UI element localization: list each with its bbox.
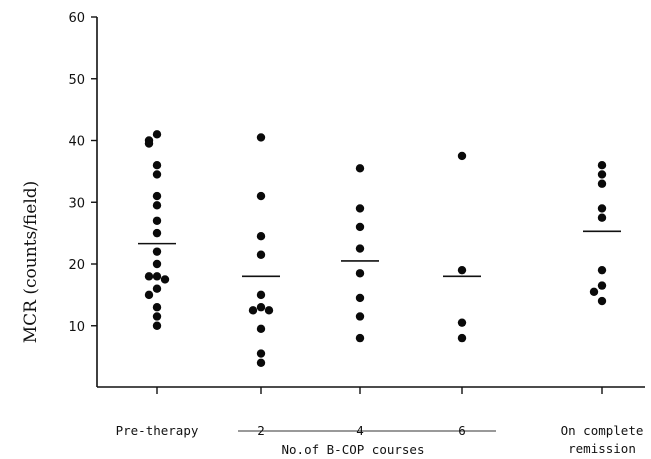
data-point: [152, 130, 162, 139]
category-label: Pre-therapy: [116, 423, 199, 438]
data-point: [597, 213, 607, 222]
data-point: [152, 303, 162, 312]
data-point: [597, 265, 607, 275]
y-tick-label: 30: [68, 196, 85, 211]
category-label-line2: remission: [568, 441, 636, 456]
data-point: [597, 170, 607, 179]
data-point: [597, 179, 607, 188]
data-point: [355, 164, 365, 173]
y-tick-label: 50: [68, 73, 85, 88]
data-point: [256, 191, 266, 201]
data-point: [457, 265, 467, 275]
data-point: [144, 139, 154, 148]
data-point: [264, 306, 274, 315]
data-point: [152, 272, 162, 281]
data-point: [597, 281, 607, 290]
data-point: [152, 201, 162, 210]
data-point: [256, 303, 266, 312]
data-point: [256, 290, 266, 300]
data-point: [597, 296, 607, 306]
x-axis-label: No.of B-COP courses: [282, 442, 425, 457]
y-tick-label: 10: [68, 320, 85, 335]
category-label: On complete: [561, 423, 644, 438]
data-point: [597, 204, 607, 213]
data-point: [597, 161, 607, 170]
data-point: [457, 151, 467, 161]
data-point: [152, 247, 162, 256]
data-point: [256, 349, 266, 358]
data-point: [152, 259, 162, 269]
data-point: [457, 318, 467, 327]
data-point: [355, 204, 365, 213]
category-label: 4: [356, 423, 364, 438]
data-point: [152, 170, 162, 179]
data-point: [152, 284, 162, 293]
y-tick-label: 40: [68, 135, 85, 150]
data-point: [248, 306, 258, 315]
data-point: [256, 324, 266, 334]
data-point: [589, 287, 599, 296]
data-point: [355, 222, 365, 232]
data-points: [138, 130, 621, 367]
data-point: [256, 133, 266, 142]
data-point: [152, 216, 162, 225]
data-point: [355, 312, 365, 321]
data-point: [152, 161, 162, 170]
category-label: 6: [458, 423, 466, 438]
data-point: [355, 244, 365, 253]
data-point: [152, 228, 162, 238]
y-ticks: 10 20 30 40 50 60: [68, 11, 97, 335]
data-point: [152, 321, 162, 330]
y-axis-label: MCR (counts/field): [21, 181, 41, 344]
data-point: [144, 290, 154, 300]
data-point: [144, 272, 154, 281]
axes: [96, 17, 645, 432]
data-point: [152, 312, 162, 321]
data-point: [457, 333, 467, 343]
data-point: [355, 293, 365, 303]
data-point: [256, 232, 266, 241]
data-point: [256, 358, 266, 367]
y-tick-label: 20: [68, 258, 85, 273]
y-tick-label: 60: [68, 11, 85, 26]
data-point: [152, 191, 162, 201]
category-labels: Pre-therapy 2 4 6 On complete remission: [116, 387, 644, 456]
data-point: [355, 269, 365, 278]
category-label: 2: [257, 423, 265, 438]
data-point: [256, 250, 266, 259]
data-point: [160, 275, 170, 284]
data-point: [355, 333, 365, 343]
